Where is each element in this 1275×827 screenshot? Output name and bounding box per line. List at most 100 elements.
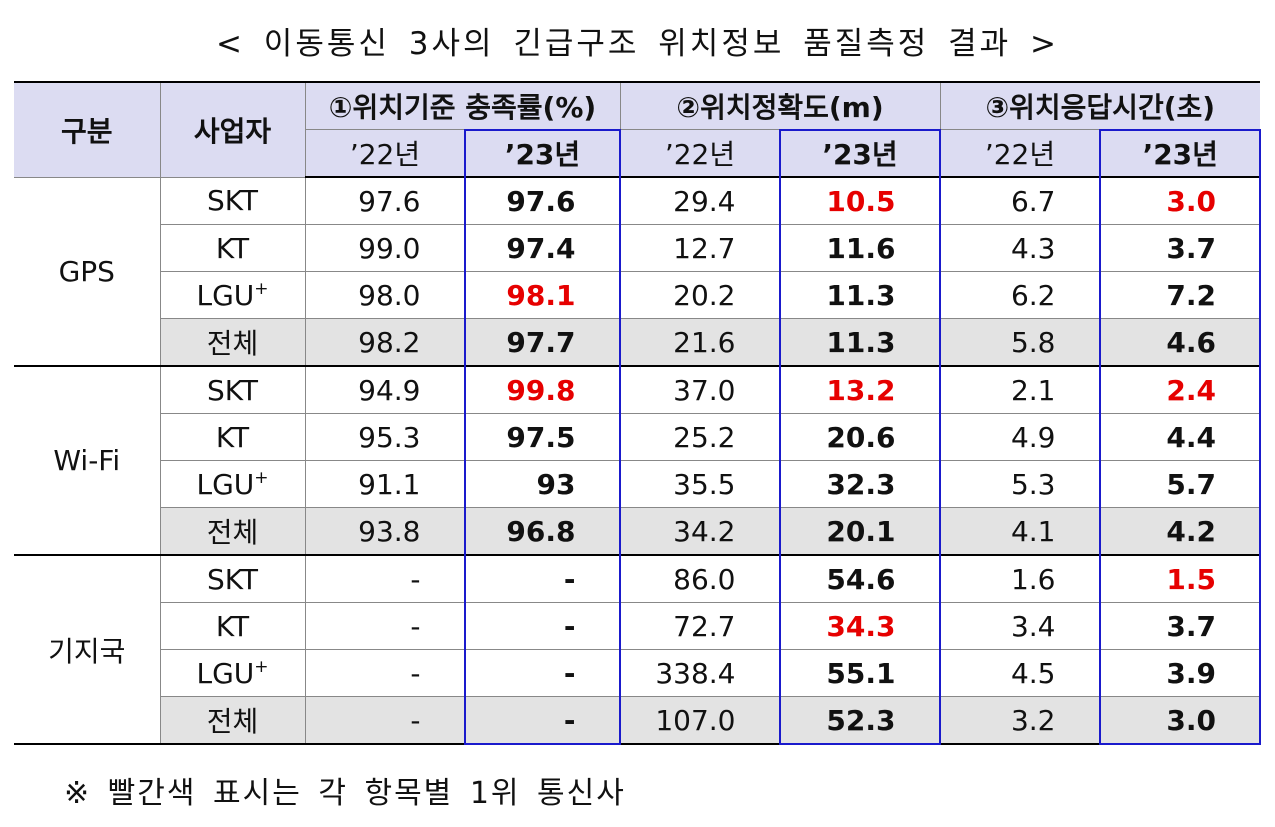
value-cell: 91.1 [304, 460, 466, 508]
carrier-cell: SKT [159, 554, 306, 603]
value-cell: 1.5 [1099, 554, 1260, 603]
value-cell: - [464, 696, 621, 745]
value-cell: - [464, 602, 621, 650]
value-cell: 94.9 [304, 365, 466, 414]
value-cell: 12.7 [619, 224, 781, 272]
value-cell: 52.3 [779, 696, 941, 745]
table-row: 기지국 SKT - -86.0 54.6 1.6 1.5 [14, 554, 1260, 745]
table-row: KT 95.3 97.5 25.2 20.6 4.9 4.4 [14, 413, 1260, 461]
carrier-name: 전체 [206, 327, 259, 360]
value-cell: 96.8 [464, 507, 621, 556]
carrier-name: KT [215, 420, 250, 454]
value-cell: 3.0 [1099, 696, 1260, 745]
value-cell: 95.3 [304, 413, 466, 461]
table-row: 전체 93.8 96.8 34.2 20.1 4.1 4.2 [14, 507, 1260, 556]
carrier-cell: 전체 [159, 696, 306, 745]
value-cell: 55.1 [779, 649, 941, 697]
value-cell: 10.5 [779, 176, 941, 225]
value-cell: 99.8 [464, 365, 621, 414]
value-cell: 97.6 [304, 176, 466, 225]
table-row: KT 99.0 97.4 12.7 11.6 4.3 3.7 [14, 224, 1260, 272]
value-cell: 32.3 [779, 460, 941, 508]
value-cell: 97.7 [464, 318, 621, 367]
table-row: KT - -72.7 34.3 3.4 3.7 [14, 602, 1260, 650]
value-cell: 97.5 [464, 413, 621, 461]
value-cell: 4.3 [939, 224, 1101, 272]
category-cell: GPS [14, 176, 161, 367]
value-cell: 29.4 [619, 176, 781, 225]
page-title: < 이동통신 3사의 긴급구조 위치정보 품질측정 결과 > [215, 26, 1060, 62]
carrier-cell: LGU+ [159, 649, 306, 697]
carrier-name: SKT [206, 562, 259, 596]
carrier-name: LGU [196, 278, 255, 312]
value-cell: 35.5 [619, 460, 781, 508]
header-year-22: ’22년 [939, 129, 1101, 178]
carrier-superscript: + [254, 278, 269, 299]
carrier-cell: SKT [159, 365, 306, 414]
value-cell: 20.2 [619, 271, 781, 319]
value-cell: 99.0 [304, 224, 466, 272]
value-cell: 3.2 [939, 696, 1101, 745]
value-cell: - [464, 554, 621, 603]
value-cell: 107.0 [619, 696, 781, 745]
table-row: 전체 - -107.0 52.3 3.2 3.0 [14, 696, 1260, 745]
value-cell: 98.0 [304, 271, 466, 319]
value-cell: 21.6 [619, 318, 781, 367]
category-cell: Wi-Fi [14, 365, 161, 556]
value-cell: 3.9 [1099, 649, 1260, 697]
table-row: GPS SKT 97.6 97.6 29.4 10.5 6.7 3.0 [14, 176, 1260, 367]
header-year-23: ’23년 [464, 129, 621, 178]
value-cell: 97.4 [464, 224, 621, 272]
table-row: Wi-Fi SKT 94.9 99.8 37.0 13.2 2.1 2.4 [14, 365, 1260, 556]
carrier-cell: KT [159, 224, 306, 272]
value-cell: 6.2 [939, 271, 1101, 319]
table-body: GPS SKT 97.6 97.6 29.4 10.5 6.7 3.0 KT 99.0 97.4 12… [14, 176, 1260, 745]
value-cell: 4.9 [939, 413, 1101, 461]
results-table: 구분 사업자 ①위치기준 충족률(%) ②위치정확도(m) ③위치응답시간(초)… [14, 81, 1260, 745]
value-cell: 1.6 [939, 554, 1101, 603]
carrier-cell: 전체 [159, 318, 306, 367]
value-cell: 3.7 [1099, 602, 1260, 650]
carrier-name: KT [215, 609, 250, 643]
value-cell: 11.3 [779, 271, 941, 319]
header-category: 구분 [14, 81, 161, 178]
carrier-cell: KT [159, 413, 306, 461]
value-cell: 93.8 [304, 507, 466, 556]
value-cell: 3.4 [939, 602, 1101, 650]
header-year-23: ’23년 [779, 129, 941, 178]
value-cell: 11.6 [779, 224, 941, 272]
carrier-superscript: + [254, 467, 269, 488]
value-cell: 34.3 [779, 602, 941, 650]
value-cell: 86.0 [619, 554, 781, 603]
value-cell: 93 [464, 460, 621, 508]
value-cell: 7.2 [1099, 271, 1260, 319]
table-row: LGU+ - -338.4 55.1 4.5 3.9 [14, 649, 1260, 697]
value-cell: 3.0 [1099, 176, 1260, 225]
header-year-22: ’22년 [304, 129, 466, 178]
value-cell: 20.6 [779, 413, 941, 461]
header-group-criteria-rate: ①위치기준 충족률(%) [304, 81, 621, 130]
value-cell: 6.7 [939, 176, 1101, 225]
value-cell: 34.2 [619, 507, 781, 556]
carrier-name: SKT [206, 373, 259, 407]
carrier-name: LGU [196, 656, 255, 690]
value-cell: 2.4 [1099, 365, 1260, 414]
category-cell: 기지국 [14, 554, 161, 745]
value-cell: 338.4 [619, 649, 781, 697]
value-cell: 5.3 [939, 460, 1101, 508]
carrier-name: LGU [196, 467, 255, 501]
value-cell: 11.3 [779, 318, 941, 367]
carrier-name: KT [215, 231, 250, 265]
carrier-cell: 전체 [159, 507, 306, 556]
table-row: LGU+ 91.1 93 35.5 32.3 5.3 5.7 [14, 460, 1260, 508]
table-row: LGU+ 98.0 98.1 20.2 11.3 6.2 7.2 [14, 271, 1260, 319]
value-cell: 3.7 [1099, 224, 1260, 272]
value-cell: - [464, 649, 621, 697]
value-cell: 5.7 [1099, 460, 1260, 508]
carrier-cell: SKT [159, 176, 306, 225]
value-cell: 98.1 [464, 271, 621, 319]
value-cell: 4.4 [1099, 413, 1260, 461]
carrier-name: 전체 [206, 516, 259, 549]
value-cell: 97.6 [464, 176, 621, 225]
value-cell: 2.1 [939, 365, 1101, 414]
